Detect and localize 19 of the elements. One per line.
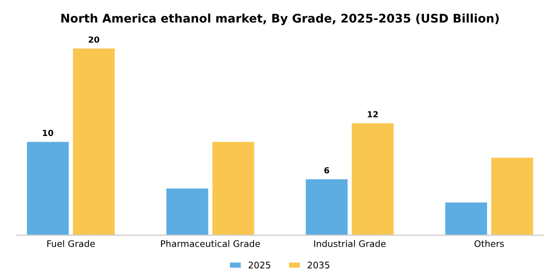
bar [306, 179, 348, 236]
legend-label: 2025 [248, 262, 270, 268]
data-label: 6 [324, 167, 330, 174]
bar [445, 202, 488, 236]
data-label: 10 [42, 130, 54, 136]
data-label: 20 [88, 36, 100, 43]
bar [72, 48, 115, 236]
chart-title: North America ethanol market, By Grade, 2025-2035 (USD Billion) [61, 14, 499, 26]
x-tick-label: Industrial Grade [314, 240, 386, 248]
x-tick-label: Others [474, 240, 504, 248]
bar [212, 142, 254, 236]
x-tick-label: Pharmaceutical Grade [161, 240, 260, 248]
bar [352, 123, 394, 236]
x-tick-label: Fuel Grade [47, 240, 95, 248]
bar [26, 142, 69, 236]
bar [166, 188, 208, 236]
bar [491, 158, 534, 236]
legend-label: 2035 [308, 262, 330, 268]
data-label: 12 [368, 111, 378, 118]
